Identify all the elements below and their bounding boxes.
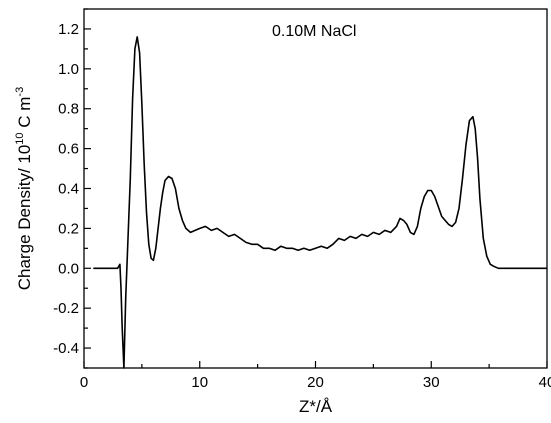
chart-annotation: 0.10M NaCl — [272, 23, 356, 40]
y-tick-label: 0.4 — [58, 181, 79, 198]
x-tick-label: 40 — [539, 374, 551, 391]
series-line-1 — [93, 36, 547, 369]
y-axis-title-exponent-1: 10 — [14, 132, 26, 144]
y-tick-label: 1.0 — [58, 61, 79, 78]
y-tick-label: 0.6 — [58, 141, 79, 158]
y-tick-label: -0.2 — [53, 300, 79, 317]
y-tick-label: 1.2 — [58, 21, 79, 38]
x-tick-label: 10 — [191, 374, 208, 391]
tick-labels: 0 10 20 30 40 -0.4 -0.2 0.0 0.2 0.4 0.6 0.8 1.0 1.2 — [53, 21, 551, 391]
x-tick-label: 30 — [423, 374, 440, 391]
y-tick-label: 0.8 — [58, 101, 79, 118]
plot-frame — [83, 8, 548, 369]
y-tick-label: 0.2 — [58, 220, 79, 237]
y-axis-title-units: C m — [15, 97, 34, 133]
x-tick-label: 20 — [307, 374, 324, 391]
x-axis-title: Z*/Å — [299, 397, 333, 416]
y-axis-title-prefix: Charge Density/ 10 — [15, 145, 34, 291]
y-tick-label: 0.0 — [58, 260, 79, 277]
axis-ticks — [83, 8, 548, 369]
y-axis-title-exponent-2: -3 — [14, 87, 26, 97]
y-axis-title: Charge Density/ 1010 C m-3 — [14, 87, 34, 290]
x-tick-label: 0 — [80, 374, 88, 391]
plot-area — [83, 8, 548, 369]
y-tick-label: -0.4 — [53, 340, 79, 357]
